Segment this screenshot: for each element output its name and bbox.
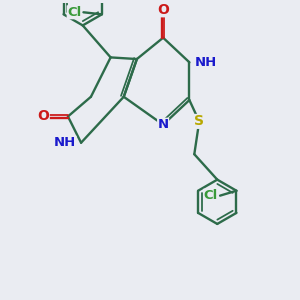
Text: O: O (157, 3, 169, 17)
Text: O: O (38, 110, 49, 124)
Text: Cl: Cl (67, 6, 81, 19)
Text: NH: NH (54, 136, 76, 149)
Text: S: S (194, 114, 204, 128)
Text: N: N (158, 118, 169, 131)
Text: NH: NH (194, 56, 217, 69)
Text: Cl: Cl (204, 189, 218, 202)
